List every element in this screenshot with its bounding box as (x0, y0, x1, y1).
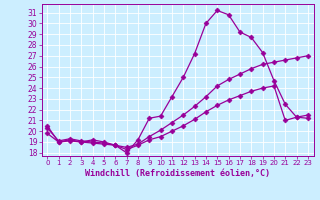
X-axis label: Windchill (Refroidissement éolien,°C): Windchill (Refroidissement éolien,°C) (85, 169, 270, 178)
